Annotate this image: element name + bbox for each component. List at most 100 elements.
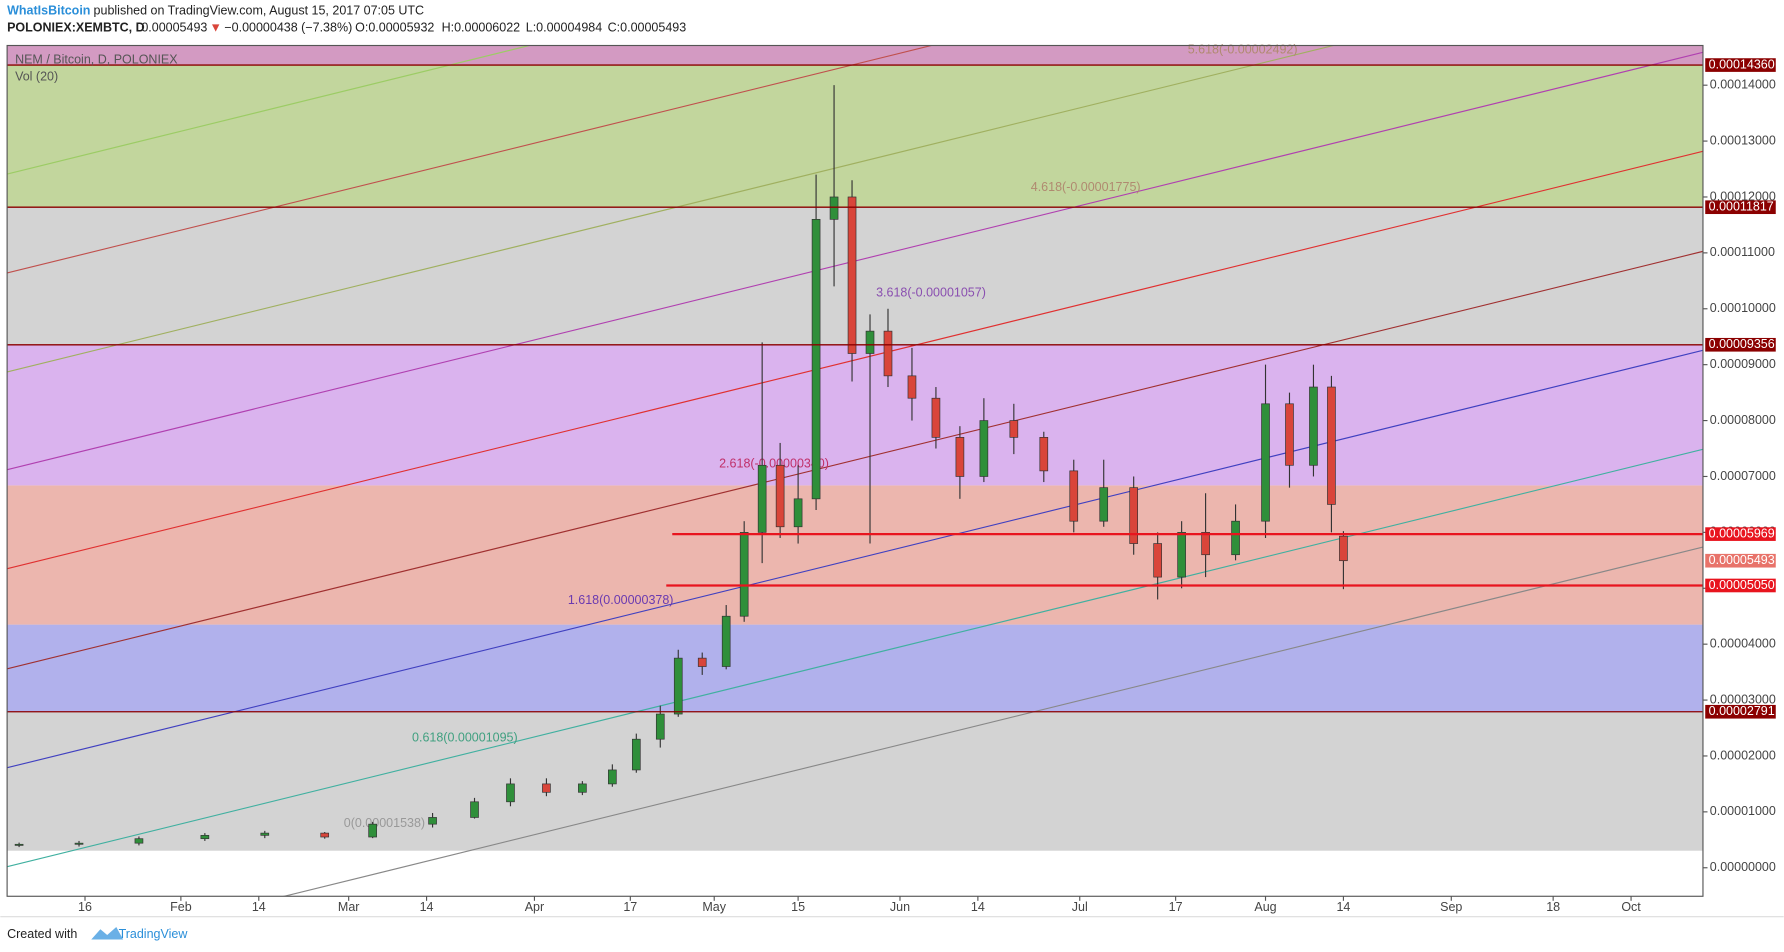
price-tag xyxy=(1705,337,1776,352)
fib-line xyxy=(7,250,1703,670)
ohlc-open: O:0.00005932 xyxy=(355,21,434,35)
indicator: Vol (20) xyxy=(15,70,58,84)
price-tag-label: 0.00014360 xyxy=(1709,57,1775,71)
candle-body xyxy=(721,615,731,667)
x-tick-label: Feb xyxy=(170,900,192,914)
last-price-tag xyxy=(1705,553,1776,568)
candle-body xyxy=(74,842,84,845)
x-tick-label: 14 xyxy=(1336,900,1350,914)
candle-body xyxy=(883,330,893,377)
x-tick-label: May xyxy=(702,900,726,914)
candle-body xyxy=(811,218,821,500)
candle-body xyxy=(1201,532,1210,556)
x-tick-label: Sep xyxy=(1440,900,1462,914)
fib-band xyxy=(7,45,1703,66)
candle-body xyxy=(655,713,665,740)
x-tick-label: 17 xyxy=(623,900,637,914)
x-tick-label: 17 xyxy=(1169,900,1183,914)
price-tag-label: 0.00011817 xyxy=(1709,200,1774,214)
candle-body xyxy=(368,823,377,838)
fib-line xyxy=(7,45,1336,373)
candle-body xyxy=(1069,470,1079,522)
candle-body xyxy=(829,196,839,220)
x-tick-label: Mar xyxy=(338,900,360,914)
fib-label: 0.618(0.00001095) xyxy=(412,730,518,744)
candle-body xyxy=(673,657,683,715)
fib-label: 5.618(-0.00002492) xyxy=(1188,42,1298,56)
fib-band xyxy=(7,485,1703,625)
x-tick-label: 14 xyxy=(252,900,266,914)
x-tick-label: 16 xyxy=(78,900,92,914)
price-tag-label: 0.00002791 xyxy=(1709,704,1775,718)
candle-body xyxy=(578,783,587,793)
brand[interactable]: TradingView xyxy=(119,927,189,941)
candle-body xyxy=(506,783,515,803)
y-tick-label: 0.00003000 xyxy=(1710,692,1776,706)
candle-body xyxy=(134,838,144,844)
candle-body xyxy=(1153,543,1162,578)
price-tag-label: 0.00009356 xyxy=(1709,337,1775,351)
candle-body xyxy=(865,330,875,354)
fib-line xyxy=(7,150,1703,570)
candle-body xyxy=(1177,532,1186,578)
fib-label: 1.618(0.00000378) xyxy=(568,593,674,607)
candle-body xyxy=(1339,535,1348,562)
candle-body xyxy=(470,801,479,818)
y-tick-label: 0.00010000 xyxy=(1710,301,1776,315)
fib-label: 3.618(-0.00001057) xyxy=(876,286,986,300)
candle-body xyxy=(320,832,330,838)
fib-label: 2.618(-0.00000340) xyxy=(719,456,829,470)
x-tick-label: 14 xyxy=(971,900,985,914)
candle-body xyxy=(1099,487,1109,522)
candle-body xyxy=(1039,437,1049,472)
y-tick-label: 0.00012000 xyxy=(1710,189,1776,203)
y-tick-label: 0.00014000 xyxy=(1710,77,1776,91)
footer-text: Created with xyxy=(7,927,77,941)
price-tag-label: 0.00005050 xyxy=(1709,578,1775,592)
candle-body xyxy=(631,738,641,771)
candle-body xyxy=(200,834,210,840)
x-tick-label: Apr xyxy=(525,900,544,914)
x-tick-label: 18 xyxy=(1546,900,1560,914)
y-tick-label: 0.00009000 xyxy=(1710,357,1776,371)
x-tick-label: 15 xyxy=(791,900,805,914)
x-tick-label: Aug xyxy=(1254,900,1276,914)
fib-line xyxy=(7,45,934,274)
candle-body xyxy=(955,437,965,477)
y-tick-label: 0.00001000 xyxy=(1710,804,1776,818)
fib-band xyxy=(7,65,1703,208)
author[interactable]: WhatIsBitcoin xyxy=(7,4,90,18)
price-tag xyxy=(1705,578,1776,593)
ohlc-high: H:0.00006022 xyxy=(442,21,521,35)
chart-title: NEM / Bitcoin, D, POLONIEX xyxy=(15,53,178,67)
candle-body xyxy=(793,498,803,528)
y-tick-label: 0.00002000 xyxy=(1710,748,1776,762)
candle-body xyxy=(608,769,617,785)
x-tick-label: 14 xyxy=(420,900,434,914)
candle-body xyxy=(1261,403,1270,522)
fib-line xyxy=(7,45,532,175)
candle-body xyxy=(931,397,941,438)
x-tick-label: Jul xyxy=(1072,900,1088,914)
last-price-label: 0.00005493 xyxy=(1709,553,1775,567)
fib-label: 4.618(-0.00001775) xyxy=(1031,180,1141,194)
candle-body xyxy=(1309,386,1318,466)
x-tick-label: Oct xyxy=(1621,900,1641,914)
published: published on TradingView.com, August 15,… xyxy=(94,4,425,18)
y-tick-label: 0.00008000 xyxy=(1710,413,1776,427)
plot-frame xyxy=(6,44,1704,897)
price-tag xyxy=(1705,200,1776,215)
fib-line xyxy=(7,448,1703,868)
candle-body xyxy=(14,843,24,846)
fib-band xyxy=(7,711,1703,851)
y-tick-label: 0.00007000 xyxy=(1710,469,1776,483)
candle-body xyxy=(1129,487,1139,544)
marks: 0.00000000 0.00001000 0.00002000 0.00003000… xyxy=(7,42,1776,914)
y-tick-label: 0.00000000 xyxy=(1710,860,1776,874)
fib-line xyxy=(7,349,1703,769)
price-tag xyxy=(1705,58,1776,72)
last-price: 0.00005493 xyxy=(141,21,207,35)
candle-body xyxy=(775,464,785,528)
ohlc-low: L:0.00004984 xyxy=(526,21,603,35)
